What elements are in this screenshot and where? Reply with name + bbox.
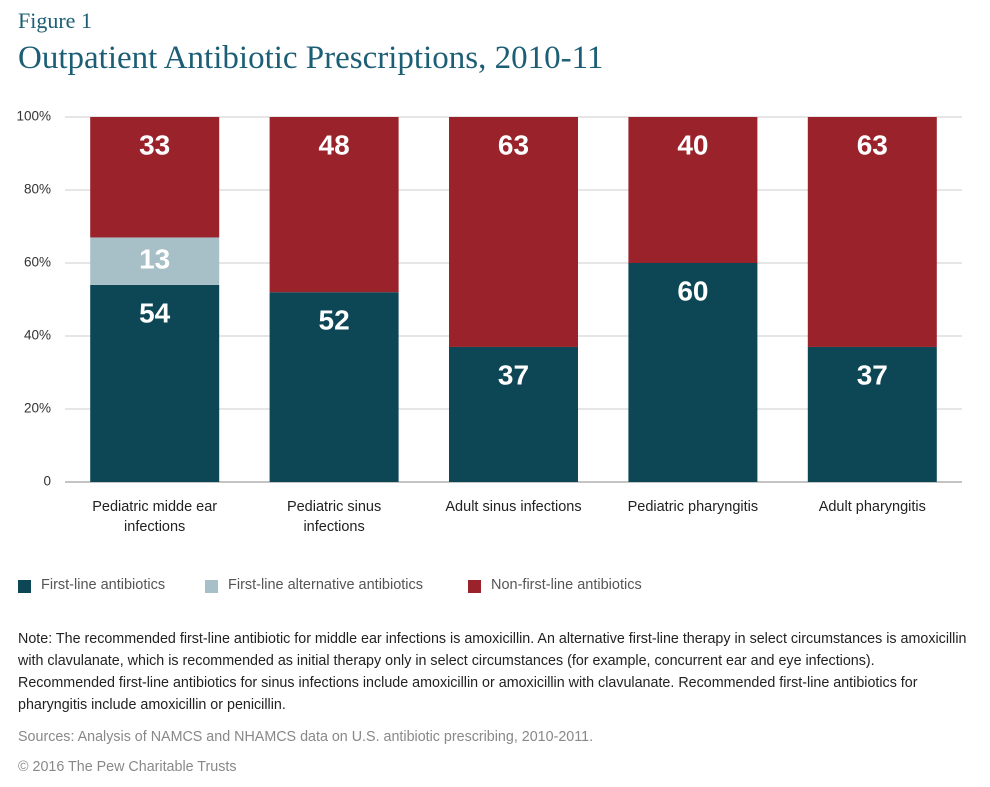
legend-label: Non-first-line antibiotics [491,577,642,593]
data-label: 33 [139,129,170,160]
x-tick-label: Adult pharyngitis [818,499,926,515]
y-tick-label: 0 [43,474,51,489]
data-label: 63 [498,129,529,160]
legend-swatch [18,580,31,593]
x-tick-label: Adult sinus infections [445,499,582,515]
y-tick-label: 80% [24,182,51,197]
x-tick-label: Pediatric midde ear infections [92,499,218,535]
x-tick-label: Pediatric pharyngitis [627,499,759,515]
bar-segment [269,117,399,293]
bar-segment [90,284,220,482]
bar-segment [90,117,220,238]
chart-title: Outpatient Antibiotic Prescriptions, 201… [18,40,604,76]
source: Sources: Analysis of NAMCS and NHAMCS da… [18,729,594,745]
legend-label: First-line alternative antibiotics [228,577,424,593]
bar-segment [449,117,578,347]
data-label: 48 [319,129,350,160]
bar-segment [807,117,937,347]
bar-segment [269,292,399,482]
y-tick-label: 20% [24,401,51,416]
y-tick-label: 60% [24,255,51,270]
data-label: 60 [677,275,708,306]
data-label: 37 [498,359,529,390]
data-label: 52 [319,305,350,336]
data-label: 40 [677,129,708,160]
bar-segment [807,346,937,482]
bar-segment [628,263,758,482]
legend-label: First-line antibiotics [41,577,166,593]
legend-swatch [468,580,481,593]
bar-segment [90,237,220,285]
copyright: © 2016 The Pew Charitable Trusts [18,759,237,775]
x-tick-label: Pediatric sinus infections [286,499,382,535]
legend-swatch [205,580,218,593]
bar-segment [628,117,758,263]
y-tick-label: 100% [16,109,51,124]
bar-segment [449,346,578,482]
figure-label: Figure 1 [18,8,92,33]
y-tick-label: 40% [24,328,51,343]
note: Note: The recommended first-line antibio… [18,631,967,713]
data-label: 63 [857,129,888,160]
data-label: 54 [139,297,171,328]
data-label: 13 [139,244,170,275]
data-label: 37 [857,359,888,390]
